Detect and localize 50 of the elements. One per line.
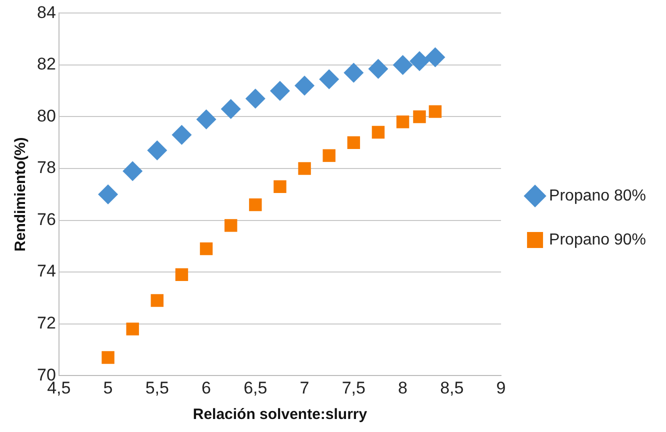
- point: [102, 351, 114, 364]
- point: [294, 76, 315, 96]
- y-tick-label: 72: [36, 314, 56, 333]
- x-tick-label: 7,5: [342, 378, 366, 398]
- y-tick-label: 82: [36, 54, 56, 74]
- point: [172, 124, 192, 145]
- point: [319, 69, 340, 90]
- point: [392, 54, 413, 75]
- point: [270, 80, 290, 101]
- point: [175, 268, 188, 282]
- point: [147, 140, 168, 160]
- point: [196, 109, 216, 130]
- point: [150, 294, 164, 307]
- y-tick-label: 80: [36, 106, 56, 126]
- point: [409, 51, 430, 72]
- legend-label: Propano 80%: [549, 187, 646, 204]
- point: [368, 58, 388, 79]
- point: [322, 149, 336, 162]
- x-tick-label: 8: [398, 378, 408, 398]
- x-tick-label: 6: [202, 378, 212, 398]
- y-axis-title: Rendimiento(%): [12, 137, 30, 252]
- point: [245, 88, 266, 109]
- point: [122, 161, 143, 182]
- x-tick-label: 7: [300, 378, 310, 398]
- legend-label: Propano 90%: [549, 231, 646, 248]
- y-tick-label: 76: [36, 210, 56, 229]
- x-tick-label: 8,5: [440, 378, 464, 398]
- point: [372, 126, 385, 139]
- x-tick-label: 6,5: [244, 378, 268, 398]
- point: [126, 322, 139, 336]
- point: [413, 110, 426, 124]
- point: [298, 162, 311, 175]
- x-axis-title: Relación solvente:slurry: [192, 406, 368, 424]
- x-tick-label: 5,5: [145, 378, 169, 398]
- point: [344, 62, 364, 83]
- point: [98, 184, 118, 204]
- point: [425, 47, 446, 68]
- point: [220, 98, 241, 119]
- x-tick-label: 9: [496, 378, 506, 398]
- y-tick-label: 78: [36, 158, 56, 178]
- x-tick-label: 5: [103, 378, 113, 398]
- point: [200, 242, 213, 256]
- point: [249, 198, 262, 212]
- y-tick-label: 74: [36, 262, 56, 281]
- point: [396, 116, 410, 128]
- point: [347, 136, 360, 149]
- point: [428, 105, 442, 118]
- y-tick-label: 84: [36, 2, 56, 22]
- point: [274, 180, 286, 193]
- point: [224, 219, 238, 232]
